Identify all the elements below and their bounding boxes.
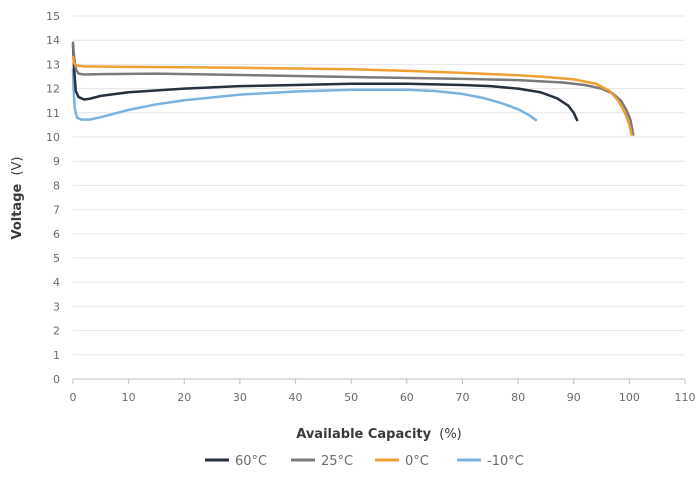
y-tick-label: 1 <box>53 349 60 362</box>
series-lines <box>71 41 635 136</box>
y-axis-title: Voltage (V) <box>10 156 25 239</box>
y-axis-label: Voltage <box>10 183 25 239</box>
y-tick-label: 12 <box>46 83 60 96</box>
y-tick-label: 4 <box>53 276 60 289</box>
x-tick-label: 40 <box>289 391 303 404</box>
y-tick-label: 3 <box>53 300 60 313</box>
legend: 60°C 25°C 0°C -10°C <box>205 454 524 469</box>
x-tick-label: 90 <box>567 391 581 404</box>
x-tick-label: 110 <box>675 391 696 404</box>
x-tick-label: 80 <box>511 391 525 404</box>
y-tick-label: 5 <box>53 252 60 265</box>
x-axis-ticks: 0 10 20 30 40 50 60 70 80 90 100 110 <box>70 379 696 404</box>
y-tick-label: 6 <box>53 228 60 241</box>
legend-label: 0°C <box>405 454 429 469</box>
x-tick-label: 70 <box>455 391 469 404</box>
series-line-0 <box>71 43 579 122</box>
x-tick-label: 20 <box>177 391 191 404</box>
series-line-2 <box>71 55 633 136</box>
y-axis-unit: (V) <box>10 156 25 175</box>
y-tick-label: 15 <box>46 10 60 23</box>
x-tick-label: 100 <box>619 391 640 404</box>
x-tick-label: 30 <box>233 391 247 404</box>
y-tick-label: 2 <box>53 325 60 338</box>
legend-label: -10°C <box>487 454 524 469</box>
x-axis-label: Available Capacity <box>296 427 431 442</box>
y-tick-label: 10 <box>46 131 60 144</box>
y-tick-label: 7 <box>53 204 60 217</box>
y-tick-label: 0 <box>53 373 60 386</box>
x-tick-label: 0 <box>70 391 77 404</box>
series-line-1 <box>71 41 635 136</box>
x-tick-label: 60 <box>400 391 414 404</box>
x-axis-title: Available Capacity (%) <box>296 427 462 442</box>
y-tick-label: 9 <box>53 155 60 168</box>
x-axis-unit: (%) <box>439 427 462 442</box>
x-tick-label: 10 <box>122 391 136 404</box>
y-tick-label: 8 <box>53 179 60 192</box>
y-tick-label: 13 <box>46 58 60 71</box>
y-tick-label: 14 <box>46 34 60 47</box>
legend-label: 25°C <box>321 454 353 469</box>
legend-label: 60°C <box>235 454 267 469</box>
x-tick-label: 50 <box>344 391 358 404</box>
series-line-3 <box>71 67 538 122</box>
y-tick-label: 11 <box>46 107 60 120</box>
